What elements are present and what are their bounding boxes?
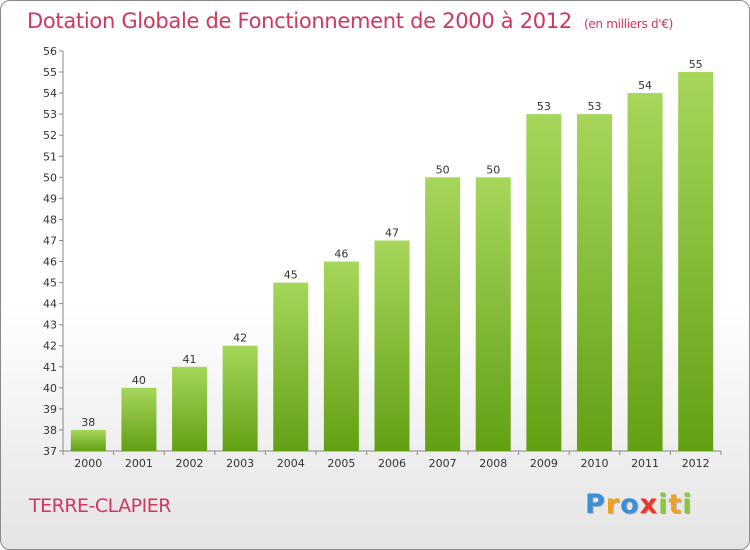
logo-letter: i [658,489,669,520]
y-tick-label: 48 [43,213,57,226]
bar [374,240,410,451]
bar [678,72,714,451]
y-tick-label: 39 [43,403,57,416]
bar [475,177,511,451]
bar [323,261,359,451]
data-label: 46 [334,248,348,261]
x-tick-label: 2011 [631,457,659,470]
x-tick-label: 2012 [682,457,710,470]
data-label: 42 [233,332,247,345]
y-tick-label: 52 [43,129,57,142]
data-label: 38 [81,416,95,429]
y-tick-label: 45 [43,277,57,290]
y-tick-label: 44 [43,298,57,311]
y-tick-label: 51 [43,150,57,163]
y-tick-label: 37 [43,445,57,458]
x-tick-label: 2007 [429,457,457,470]
x-tick-label: 2009 [530,457,558,470]
data-label: 53 [537,100,551,113]
x-tick-label: 2010 [580,457,608,470]
data-label: 50 [486,163,500,176]
bar [627,93,663,452]
logo-letter: P [585,489,606,520]
logo-letter: o [620,489,640,520]
x-tick-label: 2001 [125,457,153,470]
y-tick-label: 56 [43,45,57,58]
data-label: 54 [638,79,652,92]
bar [172,366,208,451]
data-label: 45 [284,269,298,282]
data-label: 41 [183,353,197,366]
bar [576,114,612,451]
x-tick-label: 2002 [176,457,204,470]
bar [121,387,157,451]
logo-letter: r [605,489,621,520]
logo-letter: i [682,489,693,520]
y-tick-label: 46 [43,256,57,269]
chart-title: Dotation Globale de Fonctionnement de 20… [27,9,673,33]
y-tick-label: 43 [43,319,57,332]
y-tick-label: 49 [43,192,57,205]
y-tick-label: 42 [43,340,57,353]
data-label: 47 [385,226,399,239]
x-tick-label: 2005 [327,457,355,470]
data-label: 50 [436,163,450,176]
y-tick-label: 40 [43,382,57,395]
x-tick-label: 2000 [74,457,102,470]
y-tick-label: 53 [43,108,57,121]
data-label: 53 [587,100,601,113]
bar [425,177,461,451]
data-label: 40 [132,374,146,387]
y-tick-label: 47 [43,234,57,247]
y-tick-label: 41 [43,361,57,374]
x-tick-label: 2006 [378,457,406,470]
bar [273,282,309,451]
bar [70,429,106,451]
x-tick-label: 2004 [277,457,305,470]
y-tick-label: 55 [43,66,57,79]
y-tick-label: 50 [43,171,57,184]
logo-letter: x [639,489,659,520]
bar [526,114,562,451]
data-label: 55 [689,58,703,71]
bars [70,72,714,452]
logo-letter: t [668,489,683,520]
x-tick-label: 2008 [479,457,507,470]
y-tick-label: 54 [43,87,57,100]
data-labels: 38 40 41 42 45 46 47 50 50 53 53 54 55 [81,58,702,429]
chart-title-text: Dotation Globale de Fonctionnement de 20… [27,9,572,33]
axes: 37 38 39 40 41 42 43 44 45 46 47 48 49 50 51 52 53 54 55 56… [43,45,722,470]
commune-name: TERRE-CLAPIER [29,495,171,517]
x-tick-label: 2003 [226,457,254,470]
proxiti-logo[interactable]: Proxiti [585,489,693,520]
chart-subtitle: (en milliers d'€) [583,17,673,31]
y-tick-label: 38 [43,424,57,437]
bar [222,345,258,451]
